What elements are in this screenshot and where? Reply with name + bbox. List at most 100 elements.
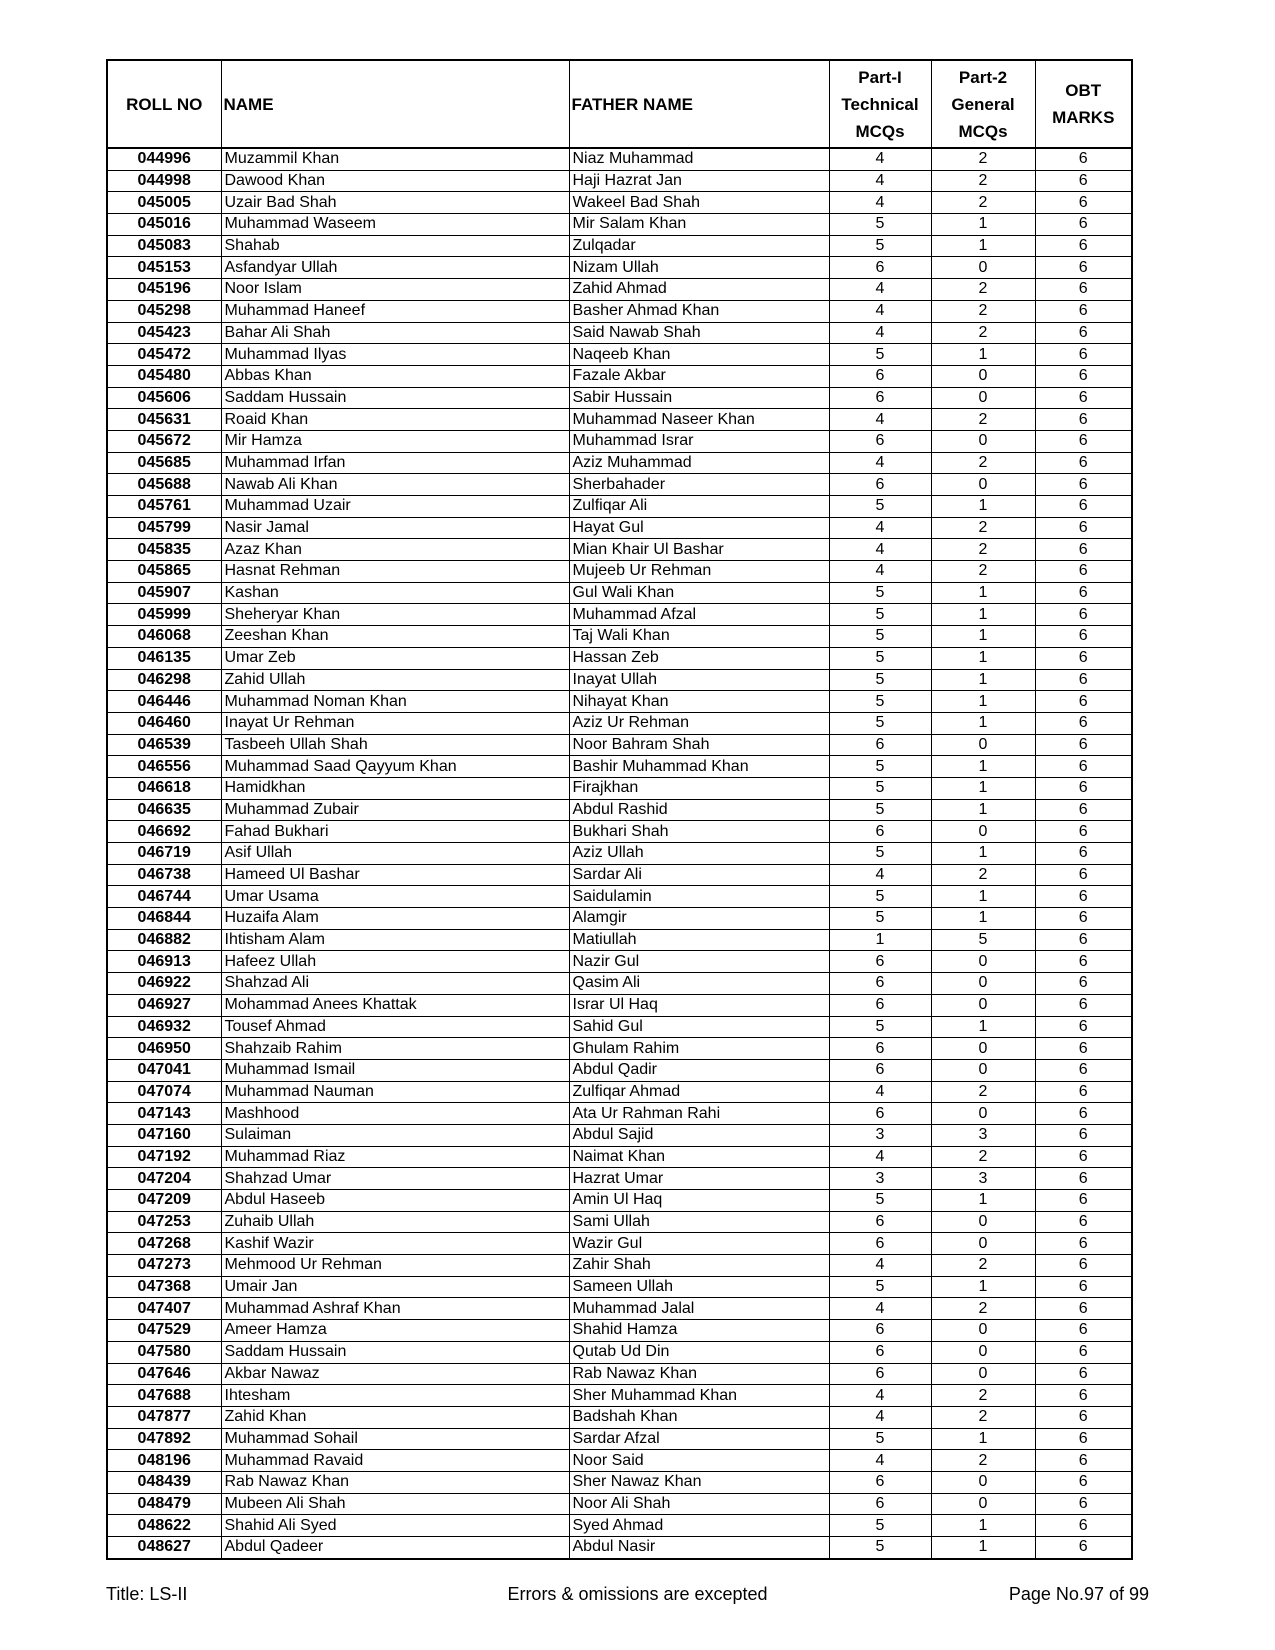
father-name: Noor Bahram Shah [568, 734, 830, 757]
obt-marks: 6 [1034, 820, 1133, 843]
table-row: 047074 Muhammad Nauman Zulfiqar Ahmad 4 2 6 [106, 1081, 1133, 1104]
obt-marks: 6 [1034, 1536, 1133, 1560]
part1-marks: 4 [828, 300, 932, 323]
father-name: Zahir Shah [568, 1254, 830, 1277]
name: Tasbeeh Ullah Shah [220, 734, 570, 757]
father-name: Bashir Muhammad Khan [568, 755, 830, 778]
obt-marks: 6 [1034, 799, 1133, 822]
obt-marks: 6 [1034, 1059, 1133, 1082]
part2-marks: 2 [930, 560, 1036, 583]
part2-marks: 1 [930, 213, 1036, 236]
table-row: 045907 Kashan Gul Wali Khan 5 1 6 [106, 582, 1133, 605]
part1-marks: 6 [828, 1211, 932, 1234]
table-row: 046738 Hameed Ul Bashar Sardar Ali 4 2 6 [106, 864, 1133, 887]
part1-marks: 5 [828, 1189, 932, 1212]
part1-marks: 5 [828, 712, 932, 735]
father-name: Haji Hazrat Jan [568, 170, 830, 193]
footer-page: Page No.97 of 99 [1008, 1584, 1149, 1604]
part1-marks: 6 [828, 1232, 932, 1256]
roll-no: 046135 [106, 647, 222, 670]
table-row: 048627 Abdul Qadeer Abdul Nasir 5 1 6 [106, 1536, 1133, 1560]
part2-marks: 1 [930, 495, 1036, 518]
part1-marks: 1 [828, 929, 932, 952]
part2-marks: 2 [930, 452, 1036, 475]
obt-marks: 6 [1034, 1276, 1133, 1299]
part1-marks: 5 [828, 1016, 932, 1039]
part1-marks: 4 [828, 170, 932, 193]
part2-marks: 2 [930, 322, 1036, 345]
part1-marks: 4 [828, 408, 932, 431]
roll-no: 046927 [106, 994, 222, 1017]
obt-marks: 6 [1034, 1037, 1133, 1060]
part2-marks: 1 [930, 1514, 1036, 1537]
part2-marks: 1 [930, 885, 1036, 909]
table-row: 046744 Umar Usama Saidulamin 5 1 6 [106, 885, 1133, 909]
roll-no: 048479 [106, 1493, 222, 1516]
name: Umar Zeb [220, 647, 570, 670]
part2-header: Part-2 General MCQs [930, 59, 1036, 149]
obt-marks: 6 [1034, 1016, 1133, 1039]
part2-marks: 2 [930, 538, 1036, 562]
roll-no: 047268 [106, 1232, 222, 1256]
name: Muhammad Irfan [220, 452, 570, 475]
part2-marks: 0 [930, 1493, 1036, 1516]
part1-marks: 6 [828, 1102, 932, 1125]
name: Kashan [220, 582, 570, 605]
father-name: Sardar Ali [568, 864, 830, 887]
father-name: Ata Ur Rahman Rahi [568, 1102, 830, 1125]
name: Muhammad Ismail [220, 1059, 570, 1082]
part1-marks: 6 [828, 1493, 932, 1516]
part2-marks: 0 [930, 430, 1036, 453]
obt-marks: 6 [1034, 191, 1133, 215]
table-row: 047160 Sulaiman Abdul Sajid 3 3 6 [106, 1124, 1133, 1147]
name: Sheheryar Khan [220, 603, 570, 627]
part2-marks: 5 [930, 929, 1036, 952]
father-name: Sher Muhammad Khan [568, 1384, 830, 1407]
roll-no: 044996 [106, 148, 222, 171]
part1-marks: 5 [828, 907, 932, 930]
roll-no: 045999 [106, 603, 222, 627]
table-row: 045423 Bahar Ali Shah Said Nawab Shah 4 2 6 [106, 322, 1133, 345]
obt-marks: 6 [1034, 1102, 1133, 1125]
table-row: 047529 Ameer Hamza Shahid Hamza 6 0 6 [106, 1319, 1133, 1342]
name: Mehmood Ur Rehman [220, 1254, 570, 1277]
obt-marks: 6 [1034, 235, 1133, 258]
obt-marks: 6 [1034, 1406, 1133, 1429]
obt-marks: 6 [1034, 972, 1133, 995]
father-name: Naqeeb Khan [568, 343, 830, 366]
table-row: 045865 Hasnat Rehman Mujeeb Ur Rehman 4 2 6 [106, 560, 1133, 583]
part2-marks: 0 [930, 1471, 1036, 1494]
obt-marks: 6 [1034, 603, 1133, 627]
table-row: 046719 Asif Ullah Aziz Ullah 5 1 6 [106, 842, 1133, 865]
roll-no: 047074 [106, 1081, 222, 1104]
table-row: 046913 Hafeez Ullah Nazir Gul 6 0 6 [106, 950, 1133, 974]
part1-marks: 5 [828, 755, 932, 778]
father-name: Zahid Ahmad [568, 278, 830, 301]
father-name: Abdul Rashid [568, 799, 830, 822]
name: Sulaiman [220, 1124, 570, 1147]
name: Zahid Khan [220, 1406, 570, 1429]
part2-marks: 2 [930, 1406, 1036, 1429]
part1-marks: 4 [828, 452, 932, 475]
roll-no: 045472 [106, 343, 222, 366]
table-row: 046922 Shahzad Ali Qasim Ali 6 0 6 [106, 972, 1133, 995]
roll-no: 047368 [106, 1276, 222, 1299]
roll-no: 047580 [106, 1341, 222, 1364]
name: Hameed Ul Bashar [220, 864, 570, 887]
table-row: 046635 Muhammad Zubair Abdul Rashid 5 1 6 [106, 799, 1133, 822]
obt-marks: 6 [1034, 1428, 1133, 1451]
part2-marks: 2 [930, 1146, 1036, 1169]
name: Tousef Ahmad [220, 1016, 570, 1039]
table-row: 046068 Zeeshan Khan Taj Wali Khan 5 1 6 [106, 625, 1133, 648]
father-name: Sameen Ullah [568, 1276, 830, 1299]
obt-marks: 6 [1034, 647, 1133, 670]
part2-marks: 0 [930, 1211, 1036, 1234]
name: Shahzaib Rahim [220, 1037, 570, 1060]
obt-marks: 6 [1034, 170, 1133, 193]
obt-marks: 6 [1034, 1167, 1133, 1190]
name: Shahid Ali Syed [220, 1514, 570, 1537]
part2-marks: 2 [930, 278, 1036, 301]
table-row: 047204 Shahzad Umar Hazrat Umar 3 3 6 [106, 1167, 1133, 1190]
roll-no: 045907 [106, 582, 222, 605]
father-name: Mian Khair Ul Bashar [568, 538, 830, 562]
